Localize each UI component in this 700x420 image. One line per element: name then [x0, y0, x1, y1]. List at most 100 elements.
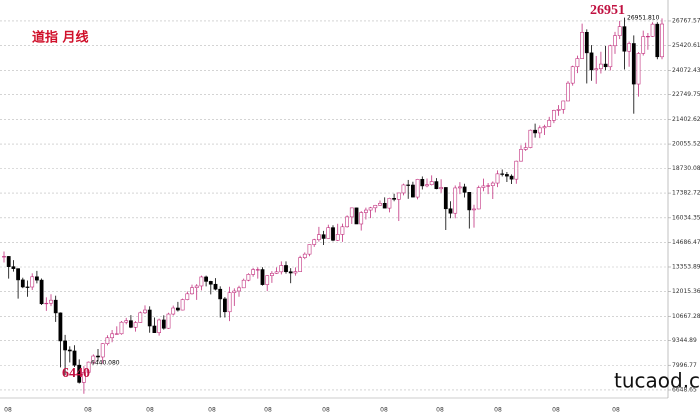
candle-body — [321, 234, 326, 239]
candle-body — [302, 253, 307, 258]
y-tick-label: 16034.35 — [672, 214, 700, 221]
candle-body — [542, 126, 547, 129]
candle-body — [636, 53, 641, 85]
candle-body — [105, 337, 110, 344]
candle-body — [180, 299, 185, 311]
candle-body — [439, 187, 444, 190]
candle-body — [260, 269, 265, 285]
candle-body — [161, 319, 166, 329]
candle-body — [316, 234, 321, 241]
candle-body — [472, 208, 476, 211]
y-tick-label: 21402.62 — [672, 116, 700, 123]
candle-body — [223, 298, 227, 313]
candle-body — [368, 207, 373, 211]
candle-body — [401, 184, 406, 194]
candle-body — [58, 312, 63, 342]
candle-body — [34, 276, 39, 281]
candle-body — [11, 266, 16, 269]
candle-body — [603, 63, 608, 68]
candle-body — [655, 23, 660, 58]
candle-body — [298, 257, 303, 272]
candle-body — [147, 309, 152, 327]
candle-body — [110, 333, 115, 339]
candle-body — [269, 273, 274, 276]
candle-body — [213, 283, 218, 290]
candle-body — [227, 292, 232, 313]
candle-body — [129, 320, 133, 328]
candle-body — [100, 343, 105, 358]
chart-title: 道指 月线 — [32, 30, 89, 46]
candle-body — [514, 160, 519, 180]
candle-body — [486, 185, 491, 187]
y-tick-label: 18730.08 — [672, 165, 700, 172]
candle-body — [396, 192, 401, 200]
candle-body — [166, 313, 171, 329]
candle-body — [335, 234, 340, 241]
candle-body — [551, 110, 556, 121]
candle-body — [312, 239, 317, 245]
candle-body — [373, 205, 378, 209]
candle-body — [218, 288, 223, 300]
candle-body — [39, 279, 44, 305]
candle-body — [53, 299, 58, 314]
candle-body — [124, 320, 129, 323]
candle-body — [185, 293, 190, 300]
candle-body — [265, 275, 270, 285]
candle-body — [232, 290, 237, 293]
candle-body — [25, 286, 30, 288]
y-tick-label: 20055.52 — [672, 141, 700, 148]
candle-body — [523, 147, 528, 150]
candle-body — [519, 149, 523, 162]
candle-body — [443, 187, 448, 210]
candle-body — [152, 325, 157, 333]
candle-body — [631, 43, 636, 85]
candle-body — [608, 45, 613, 68]
x-tick-label: 08 — [552, 407, 560, 414]
candle-body — [556, 109, 561, 111]
candle-body — [20, 279, 25, 288]
candle-body — [378, 202, 382, 206]
candle-body — [274, 271, 279, 274]
y-tick-label: 17382.72 — [672, 190, 700, 197]
candle-body — [349, 207, 354, 218]
candle-body — [44, 302, 49, 305]
y-tick-label: 26767.57 — [672, 17, 700, 24]
x-tick-label: 08 — [4, 407, 12, 414]
candle-body — [490, 182, 495, 186]
candle-body — [406, 184, 411, 186]
candle-body — [504, 174, 509, 177]
x-tick-label: 08 — [322, 407, 330, 414]
candle-body — [133, 322, 138, 328]
x-tick-label: 08 — [264, 407, 272, 414]
candle-body — [627, 43, 632, 52]
candle-body — [82, 372, 86, 383]
candle-body — [575, 58, 580, 68]
low-small-label: 6440.080 — [91, 360, 120, 367]
candle-body — [199, 276, 204, 287]
candle-body — [331, 227, 335, 241]
y-tick-label: 6648.65 — [672, 386, 697, 393]
candle-body — [594, 68, 599, 71]
high-annotation: 26951 — [590, 3, 625, 18]
candle-body — [284, 265, 288, 273]
candle-body — [528, 129, 533, 148]
candle-body — [410, 184, 415, 198]
y-tick-label: 13353.89 — [672, 263, 700, 270]
candle-body — [119, 321, 124, 335]
candle-body — [598, 63, 603, 70]
candle-body — [476, 187, 481, 210]
y-tick-label: 14686.47 — [672, 239, 700, 246]
y-tick-label: 24072.43 — [672, 67, 700, 74]
candle-body — [645, 36, 650, 38]
candle-body — [190, 287, 194, 295]
candle-body — [462, 186, 467, 193]
candle-body — [453, 187, 458, 214]
candle-body — [584, 32, 589, 54]
candle-body — [589, 52, 594, 71]
candle-body — [251, 269, 256, 275]
candle-body — [533, 129, 538, 134]
candle-body — [495, 173, 500, 184]
candle-body — [307, 244, 312, 255]
candle-body — [467, 192, 472, 211]
candle-body — [77, 364, 82, 383]
